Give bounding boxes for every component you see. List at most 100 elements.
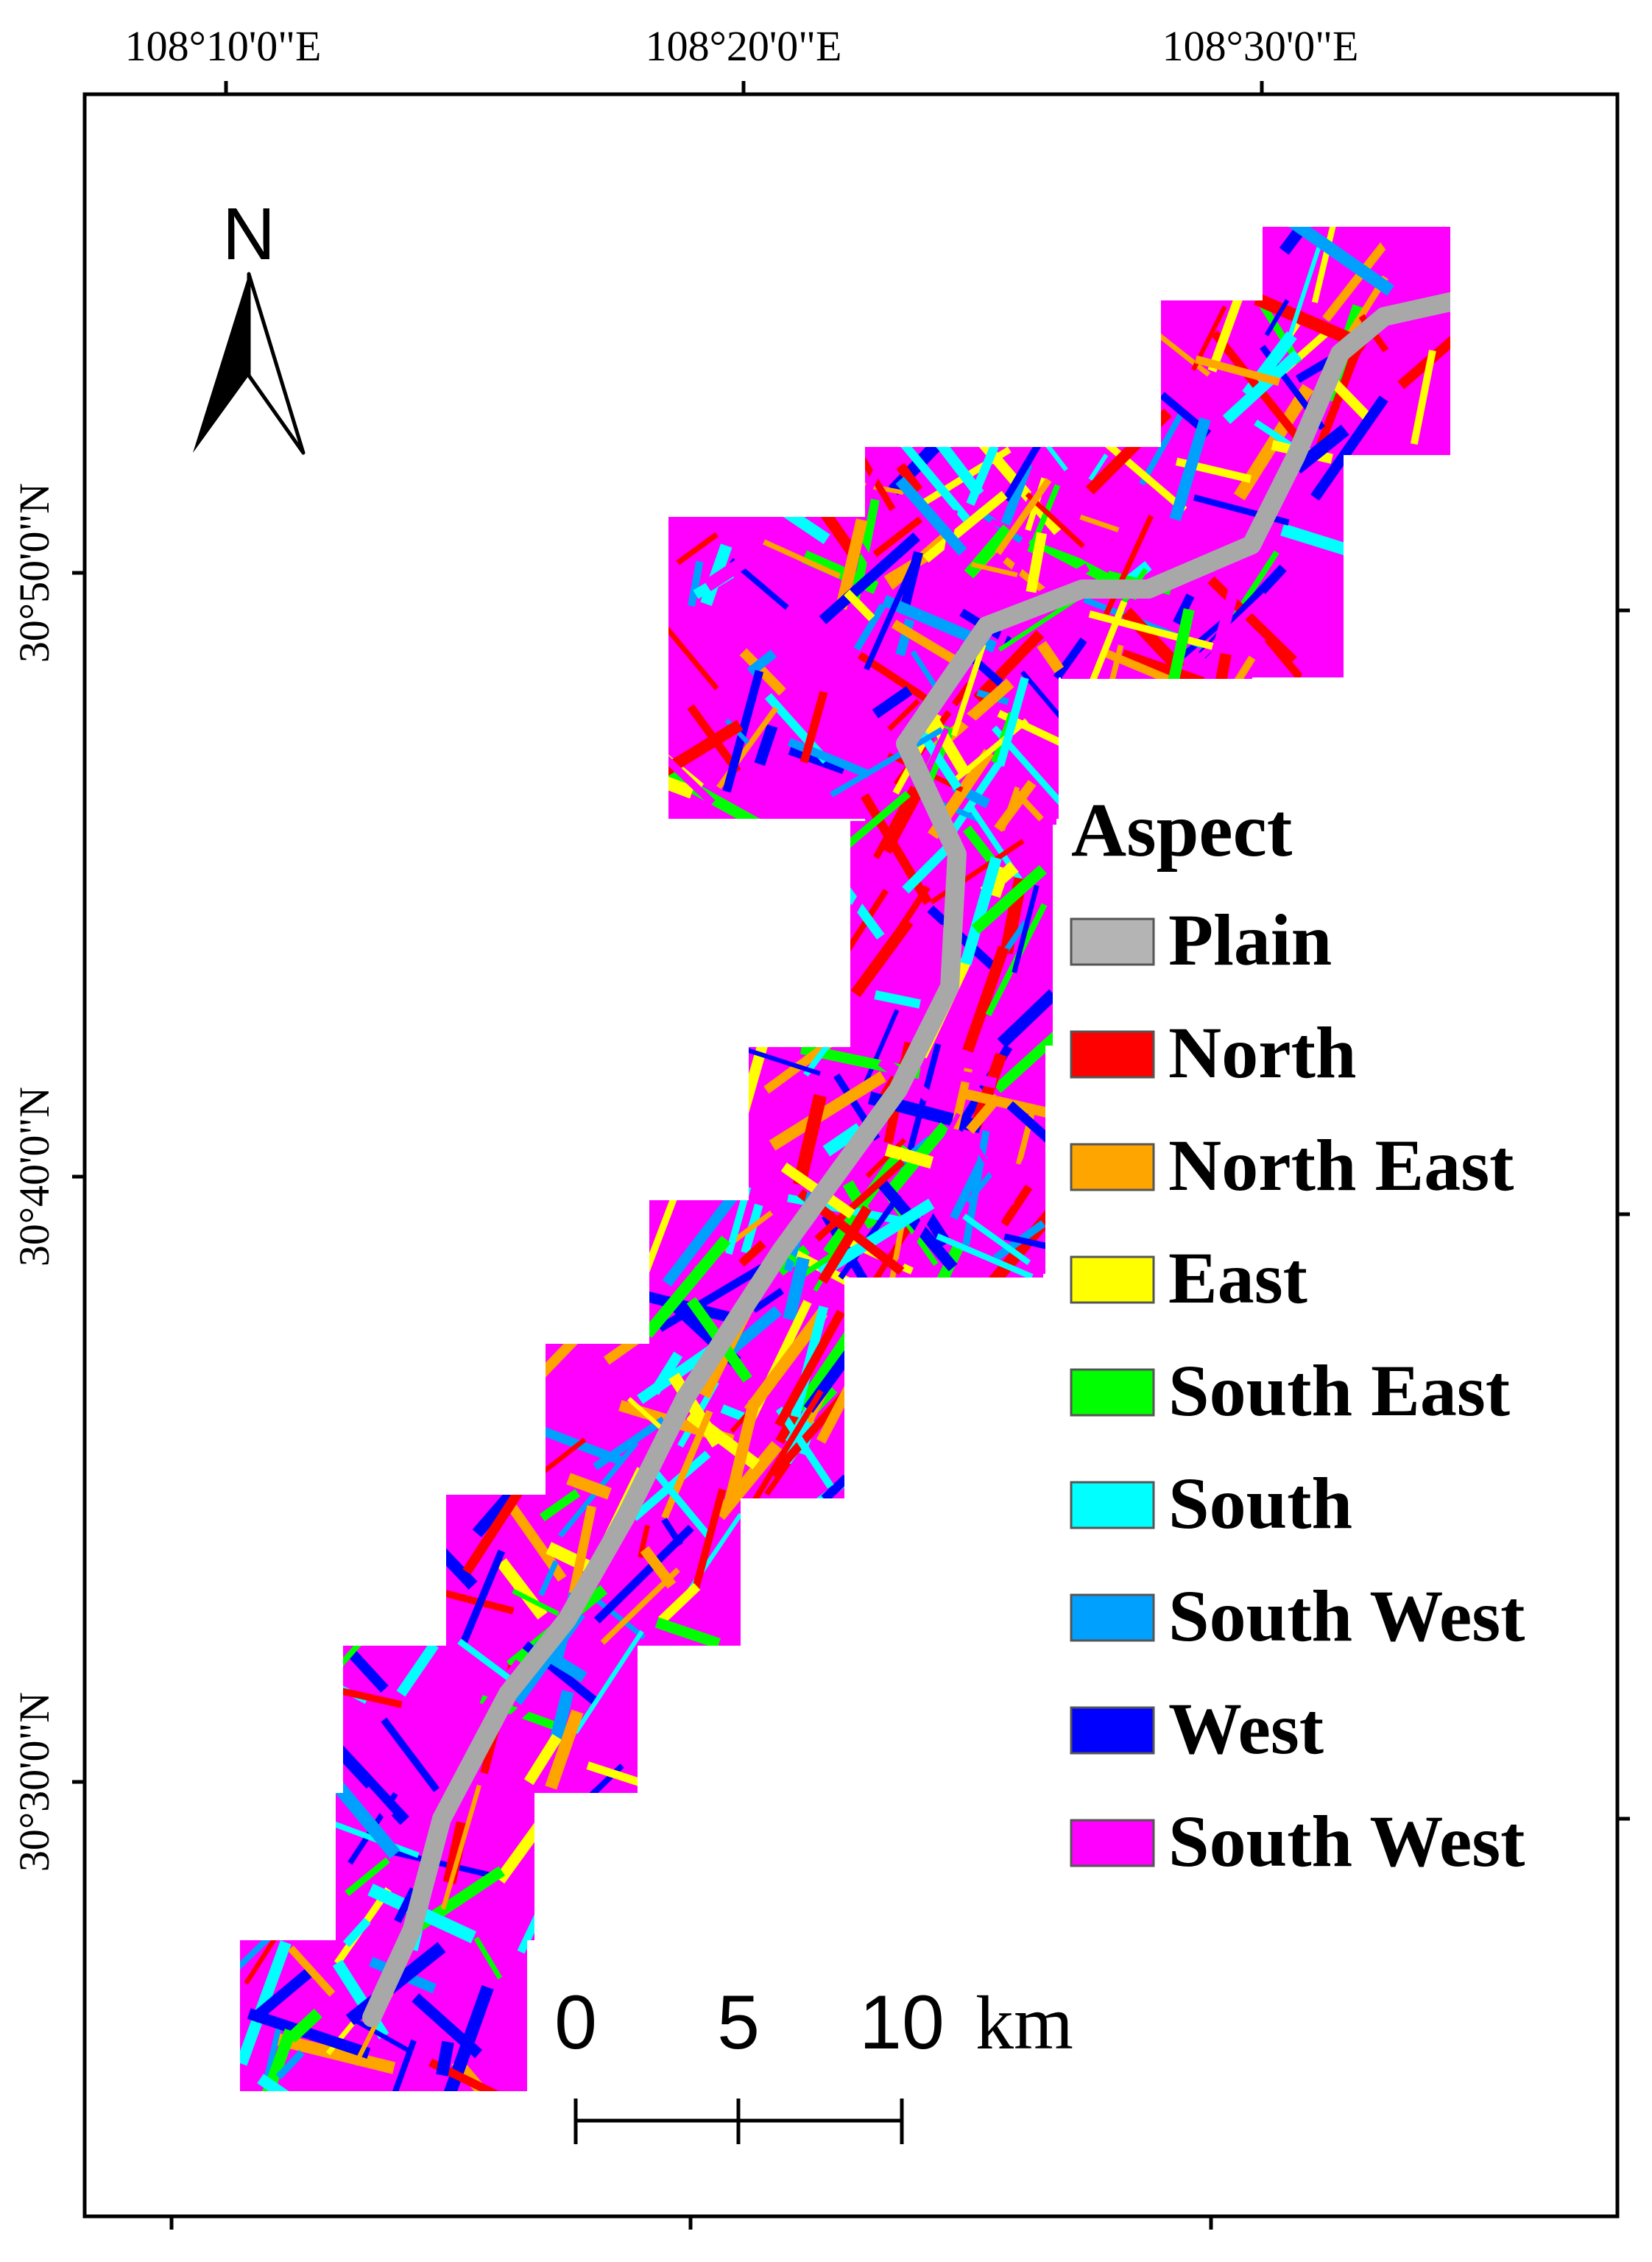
aspect-stripe xyxy=(965,1170,995,1204)
aspect-stripe xyxy=(457,1638,510,1680)
aspect-stripe xyxy=(514,1611,585,1705)
aspect-stripe xyxy=(347,1649,389,1693)
aspect-stripe xyxy=(970,1052,1007,1130)
aspect-stripe xyxy=(756,681,779,726)
aspect-stripe xyxy=(657,1261,769,1332)
aspect-stripe xyxy=(354,2018,412,2054)
aspect-stripe xyxy=(621,1285,749,1327)
legend-label: West xyxy=(1168,1688,1324,1769)
valley-floor-plain xyxy=(362,292,1450,2027)
aspect-stripe xyxy=(286,2008,322,2043)
aspect-stripe xyxy=(817,1198,935,1278)
aspect-stripe xyxy=(1026,532,1048,593)
aspect-stripe xyxy=(819,532,921,624)
aspect-stripe xyxy=(754,724,778,767)
scale-unit: km xyxy=(975,1981,1073,2065)
aspect-stripe xyxy=(822,1123,864,1157)
aspect-stripe xyxy=(1088,454,1109,481)
legend-label: North East xyxy=(1168,1124,1514,1206)
aspect-stripe xyxy=(381,1717,440,1792)
aspect-stripe xyxy=(891,619,967,670)
aspect-stripe xyxy=(887,699,921,731)
aspect-stripe xyxy=(676,532,719,566)
aspect-stripe xyxy=(970,562,1018,578)
aspect-stripe xyxy=(864,554,919,671)
legend-swatch xyxy=(1070,1593,1155,1642)
aspect-stripe xyxy=(791,791,880,814)
aspect-stripe xyxy=(991,725,1077,821)
aspect-stripe xyxy=(564,1505,597,1616)
aspect-stripe xyxy=(546,1542,599,1576)
aspect-stripe xyxy=(1287,227,1395,296)
aspect-stripe xyxy=(994,780,1037,832)
aspect-stripe xyxy=(818,1205,872,1284)
aspect-stripe xyxy=(1027,484,1061,554)
aspect-stripe xyxy=(650,1351,683,1395)
aspect-stripe xyxy=(523,1733,562,1786)
aspect-stripe xyxy=(1012,884,1039,973)
aspect-stripe xyxy=(262,2023,283,2086)
aspect-stripe xyxy=(799,691,828,764)
aspect-stripe xyxy=(600,1567,680,1645)
aspect-stripe xyxy=(738,1240,766,1267)
aspect-stripe xyxy=(943,1067,998,1089)
aspect-stripe xyxy=(1025,492,1085,549)
aspect-stripe xyxy=(1322,239,1390,323)
aspect-stripe xyxy=(643,1236,731,1338)
aspect-stripe xyxy=(585,1590,646,1640)
aspect-stripe xyxy=(548,1690,574,1747)
aspect-stripe xyxy=(1169,417,1211,521)
aspect-stripe xyxy=(729,557,789,610)
legend-swatch xyxy=(1070,1481,1155,1529)
aspect-stripe xyxy=(1269,584,1327,644)
aspect-stripe xyxy=(342,1917,371,1948)
lat-label-3: 30°30'0"N xyxy=(10,1692,58,1872)
aspect-stripe xyxy=(925,711,971,778)
aspect-stripe xyxy=(830,619,841,649)
aspect-stripe xyxy=(1002,443,1041,502)
aspect-stripe xyxy=(1191,305,1227,371)
aspect-stripe xyxy=(240,1940,292,2066)
aspect-stripe xyxy=(857,652,934,705)
aspect-stripe xyxy=(775,1406,834,1489)
aspect-stripe xyxy=(512,1588,560,1616)
aspect-stripe xyxy=(412,1993,483,2059)
aspect-stripe xyxy=(436,2040,454,2076)
aspect-stripe xyxy=(874,990,921,1009)
aspect-stripe xyxy=(1194,355,1281,386)
legend-label: Plain xyxy=(1168,899,1332,981)
scale-label-10: 10 xyxy=(859,1980,945,2065)
aspect-stripe xyxy=(1084,600,1128,695)
aspect-stripe xyxy=(872,785,920,862)
aspect-stripe xyxy=(247,2008,371,2059)
legend-swatch xyxy=(1070,1368,1155,1417)
aspect-stripe xyxy=(872,516,923,557)
aspect-stripe xyxy=(390,2039,417,2091)
aspect-stripe xyxy=(936,1113,961,1154)
aspect-stripe xyxy=(1222,350,1302,424)
legend-swatch xyxy=(1070,1819,1155,1867)
aspect-stripe xyxy=(1139,410,1185,486)
aspect-stripe xyxy=(1037,641,1065,674)
aspect-stripe xyxy=(966,444,999,506)
aspect-stripe xyxy=(428,2058,529,2091)
scale-label-5: 5 xyxy=(717,1980,760,2065)
aspect-stripe xyxy=(995,478,1052,555)
graticule-ticks xyxy=(72,81,1630,2230)
aspect-stripe xyxy=(1410,349,1436,445)
aspect-stripe xyxy=(763,539,841,579)
aspect-stripe xyxy=(524,1699,584,1721)
aspect-stripe xyxy=(361,1786,394,1820)
lon-label-3: 108°30'0"E xyxy=(1162,22,1359,70)
aspect-stripe xyxy=(896,462,923,494)
aspect-stripe xyxy=(473,1937,503,1980)
aspect-stripe xyxy=(895,476,967,556)
aspect-stripe xyxy=(545,1709,584,1790)
legend-label: South West xyxy=(1168,1575,1525,1657)
aspect-stripe xyxy=(273,2032,396,2074)
aspect-stripe xyxy=(971,1140,1015,1206)
aspect-stripe xyxy=(993,1022,1070,1093)
aspect-stripe xyxy=(960,856,1002,965)
aspect-stripe xyxy=(725,1185,752,1255)
